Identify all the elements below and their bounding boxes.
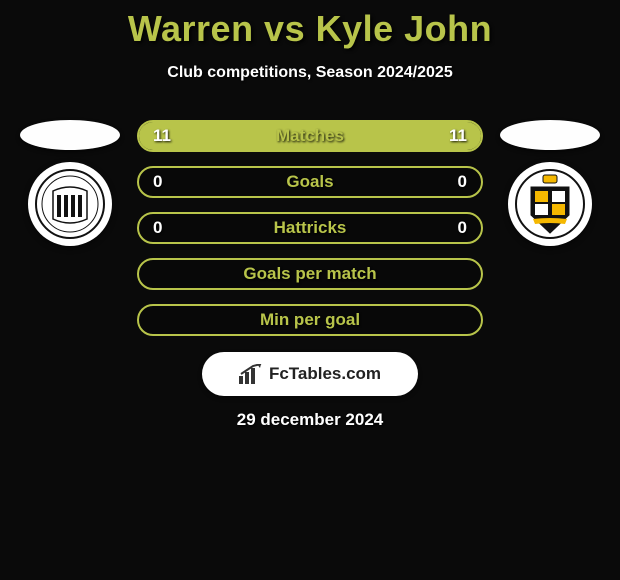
subtitle: Club competitions, Season 2024/2025: [0, 64, 620, 82]
player-right-silhouette: [500, 120, 600, 150]
stat-label: Hattricks: [139, 214, 481, 242]
portvale-badge-icon: [515, 169, 585, 239]
page-title: Warren vs Kyle John: [0, 0, 620, 50]
grimsby-badge-icon: [35, 169, 105, 239]
stat-label: Goals: [139, 168, 481, 196]
stat-row: Min per goal: [137, 304, 483, 336]
club-badge-left: [28, 162, 112, 246]
player-left-silhouette: [20, 120, 120, 150]
club-badge-right: [508, 162, 592, 246]
stat-label: Matches: [139, 122, 481, 150]
watermark-text: FcTables.com: [269, 364, 381, 384]
stat-label: Goals per match: [139, 260, 481, 288]
stats-container: 1111Matches 00Goals 00Hattricks Goals per m…: [137, 120, 483, 350]
stat-row: Goals per match: [137, 258, 483, 290]
date-text: 29 december 2024: [0, 410, 620, 430]
player-right-slot: [500, 120, 600, 246]
watermark: FcTables.com: [202, 352, 418, 396]
stat-row: 1111Matches: [137, 120, 483, 152]
player-left-slot: [20, 120, 120, 246]
stat-label: Min per goal: [139, 306, 481, 334]
stat-row: 00Hattricks: [137, 212, 483, 244]
chart-icon: [239, 364, 263, 384]
stat-row: 00Goals: [137, 166, 483, 198]
